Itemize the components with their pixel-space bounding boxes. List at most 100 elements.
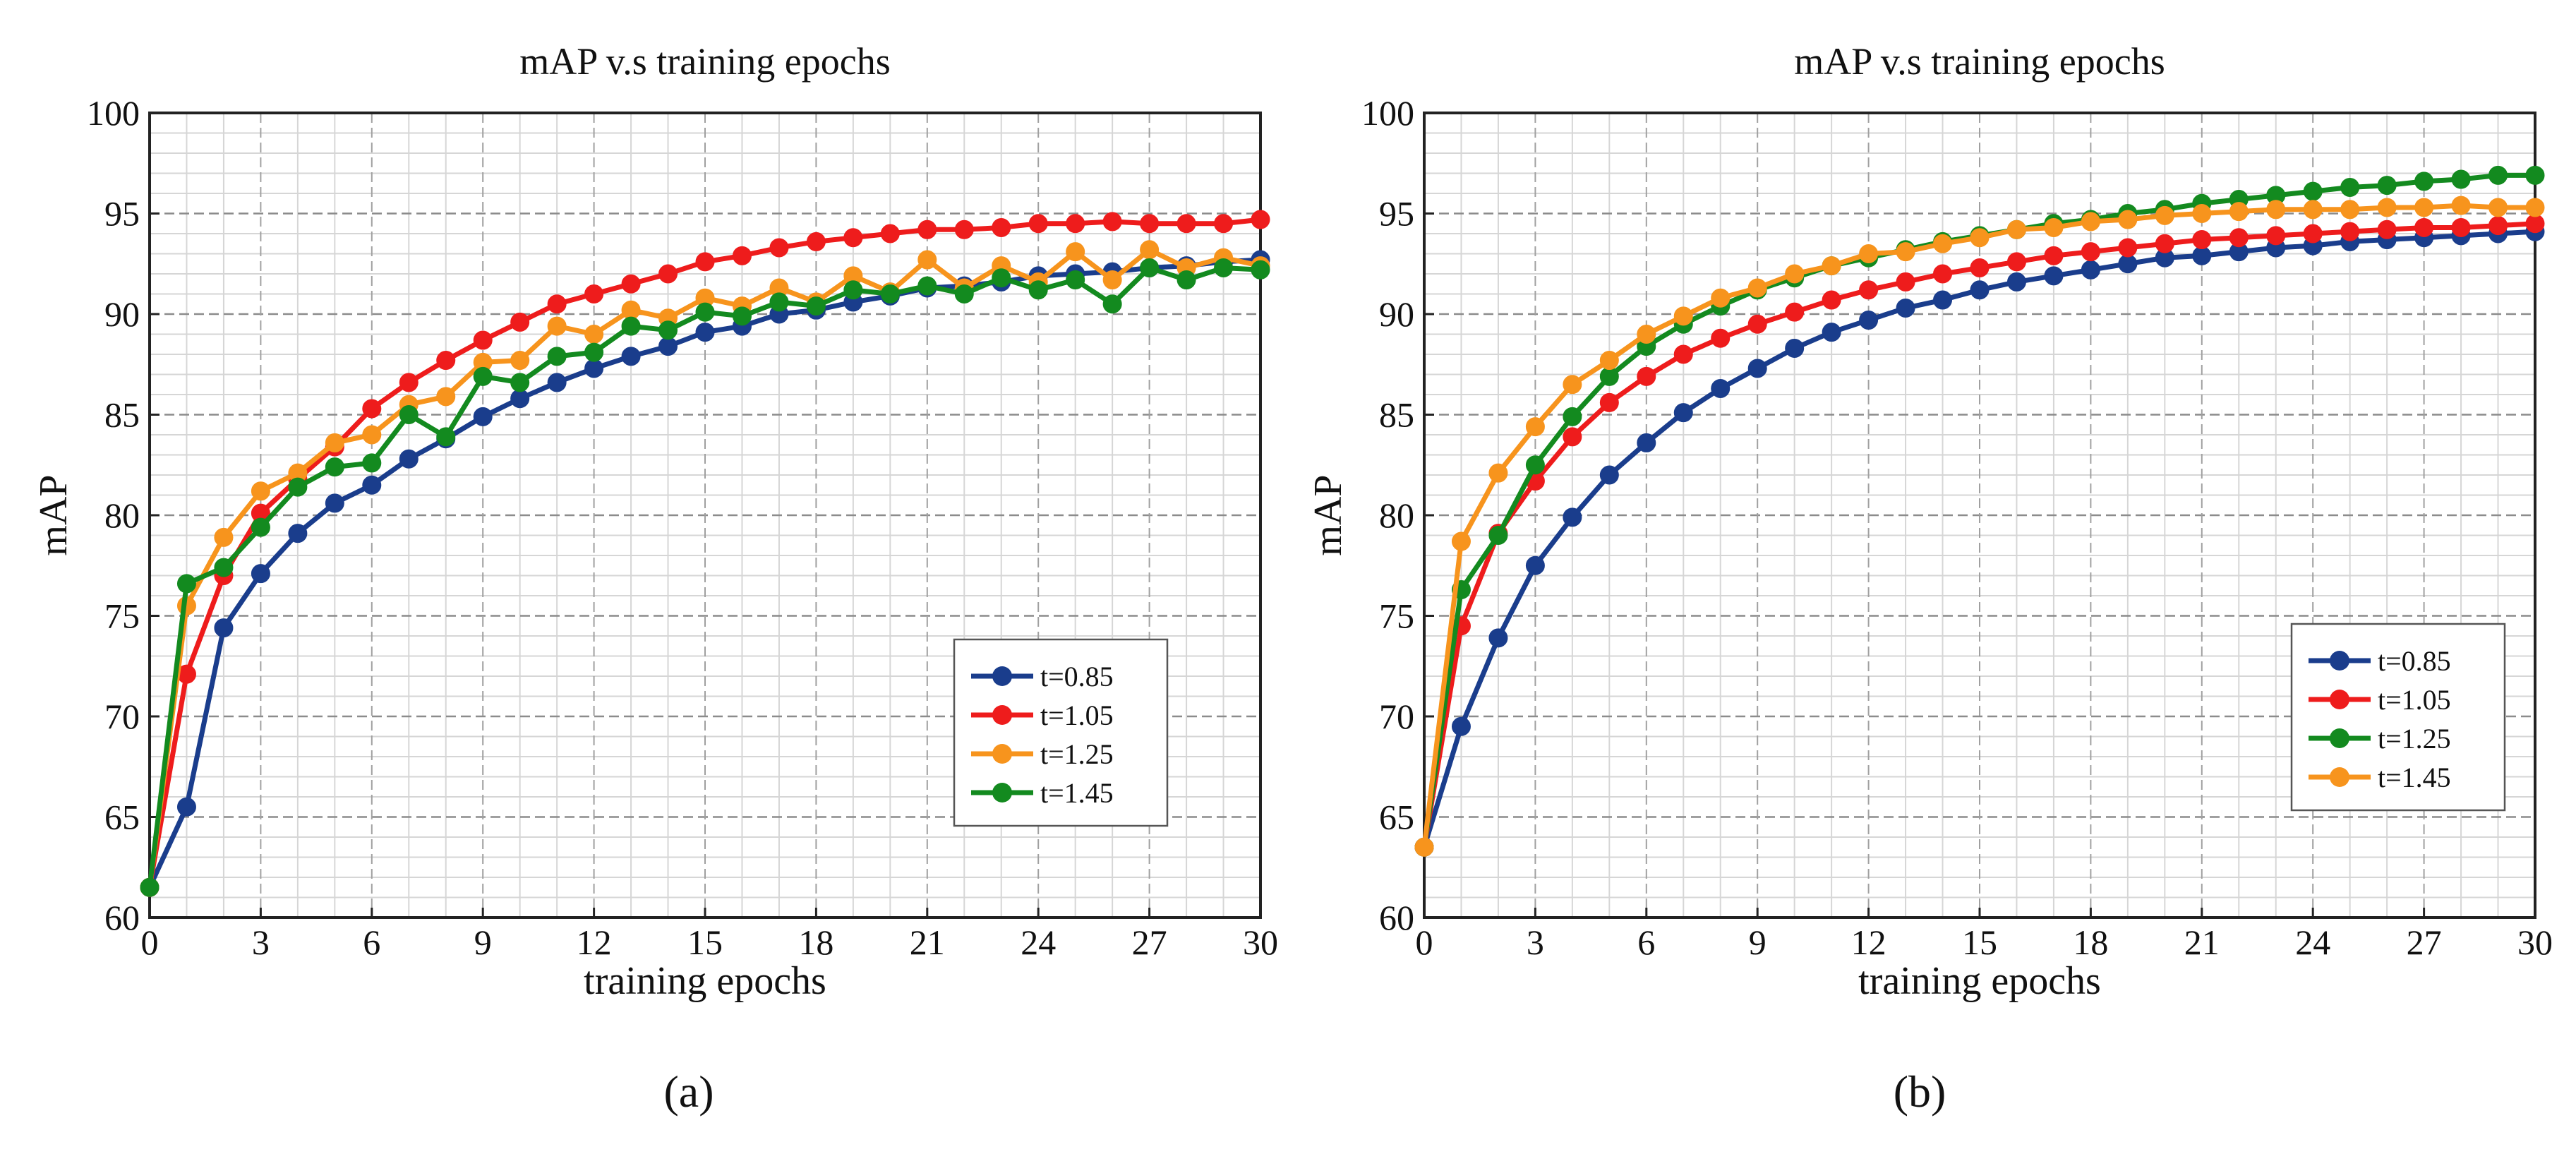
legend-label: t=1.45 [2378,762,2451,793]
data-point [2229,228,2249,248]
data-point [1599,465,1619,485]
legend-marker [2330,767,2349,787]
data-point [1711,288,1731,308]
data-point [658,320,678,340]
data-point [2377,198,2397,217]
data-point [399,449,419,469]
x-tick-label: 3 [252,922,270,962]
data-point [362,453,382,473]
data-point [362,399,382,419]
data-point [1970,258,1990,277]
data-point [473,407,493,426]
data-point [510,373,530,392]
data-point [2303,181,2323,201]
data-point [214,618,234,638]
data-point [843,228,863,248]
chart-title: mAP v.s training epochs [1794,40,2165,83]
data-point [214,558,234,577]
legend-label: t=0.85 [2378,645,2451,677]
data-point [2118,238,2138,258]
data-point [621,300,641,320]
data-point [1028,280,1048,300]
data-point [1970,280,1990,300]
data-point [1214,258,1234,277]
data-point [2006,220,2026,239]
data-point [2414,172,2434,191]
data-point [732,306,752,326]
data-point [695,252,715,272]
data-point [1563,507,1582,527]
x-tick-label: 18 [2073,922,2108,962]
x-tick-label: 30 [2517,922,2553,962]
data-point [1102,212,1122,232]
y-tick-label: 85 [1379,395,1414,435]
data-point [658,337,678,356]
data-point [1822,256,1841,276]
data-point [2451,196,2471,215]
data-point [510,351,530,371]
data-point [2266,226,2286,246]
data-point [917,220,937,239]
data-point [251,517,270,537]
y-tick-label: 65 [104,798,140,837]
data-point [2414,198,2434,217]
x-tick-label: 15 [687,922,723,962]
data-point [2118,210,2138,229]
data-point [1251,260,1270,280]
data-point [1176,214,1196,234]
data-point [2044,266,2064,286]
x-tick-label: 21 [910,922,945,962]
data-point [288,524,308,543]
x-tick-label: 18 [798,922,833,962]
y-tick-label: 80 [1379,495,1414,535]
data-point [621,347,641,366]
data-point [1747,314,1767,334]
data-point [1637,325,1656,344]
x-tick-label: 12 [1851,922,1886,962]
chart-title: mAP v.s training epochs [519,40,890,83]
data-point [1414,837,1434,857]
data-point [1785,338,1805,358]
data-point [1102,294,1122,314]
x-tick-label: 0 [1416,922,1433,962]
data-point [1451,531,1471,551]
data-point [1859,244,1879,263]
x-tick-label: 27 [2407,922,2442,962]
data-point [2525,198,2545,217]
data-point [1637,366,1656,386]
data-point [806,296,826,316]
data-point [547,294,567,314]
data-point [1488,526,1508,545]
legend-marker [2330,651,2349,671]
data-point [1599,366,1619,386]
data-point [2340,200,2360,220]
y-tick-label: 100 [1361,93,1414,133]
data-point [2525,214,2545,234]
data-point [1673,344,1693,364]
data-point [2155,234,2174,253]
x-tick-label: 6 [1637,922,1655,962]
y-tick-label: 60 [1379,898,1414,937]
data-point [880,224,900,244]
data-point [1140,258,1160,277]
data-point [176,574,196,594]
data-point [510,389,530,409]
data-point [2081,260,2100,280]
data-point [1747,278,1767,298]
data-point [1673,306,1693,326]
data-point [992,217,1011,237]
data-point [1822,290,1841,310]
panel-caption: (b) [1894,1066,1946,1117]
data-point [880,284,900,303]
data-point [1747,359,1767,378]
data-point [2044,246,2064,265]
data-point [2340,177,2360,197]
legend-marker [992,783,1012,803]
legend-marker [2330,690,2349,709]
data-point [1525,455,1545,475]
data-point [1451,716,1471,736]
data-point [954,220,974,239]
x-tick-label: 6 [363,922,380,962]
data-point [1599,392,1619,412]
data-point [176,797,196,817]
